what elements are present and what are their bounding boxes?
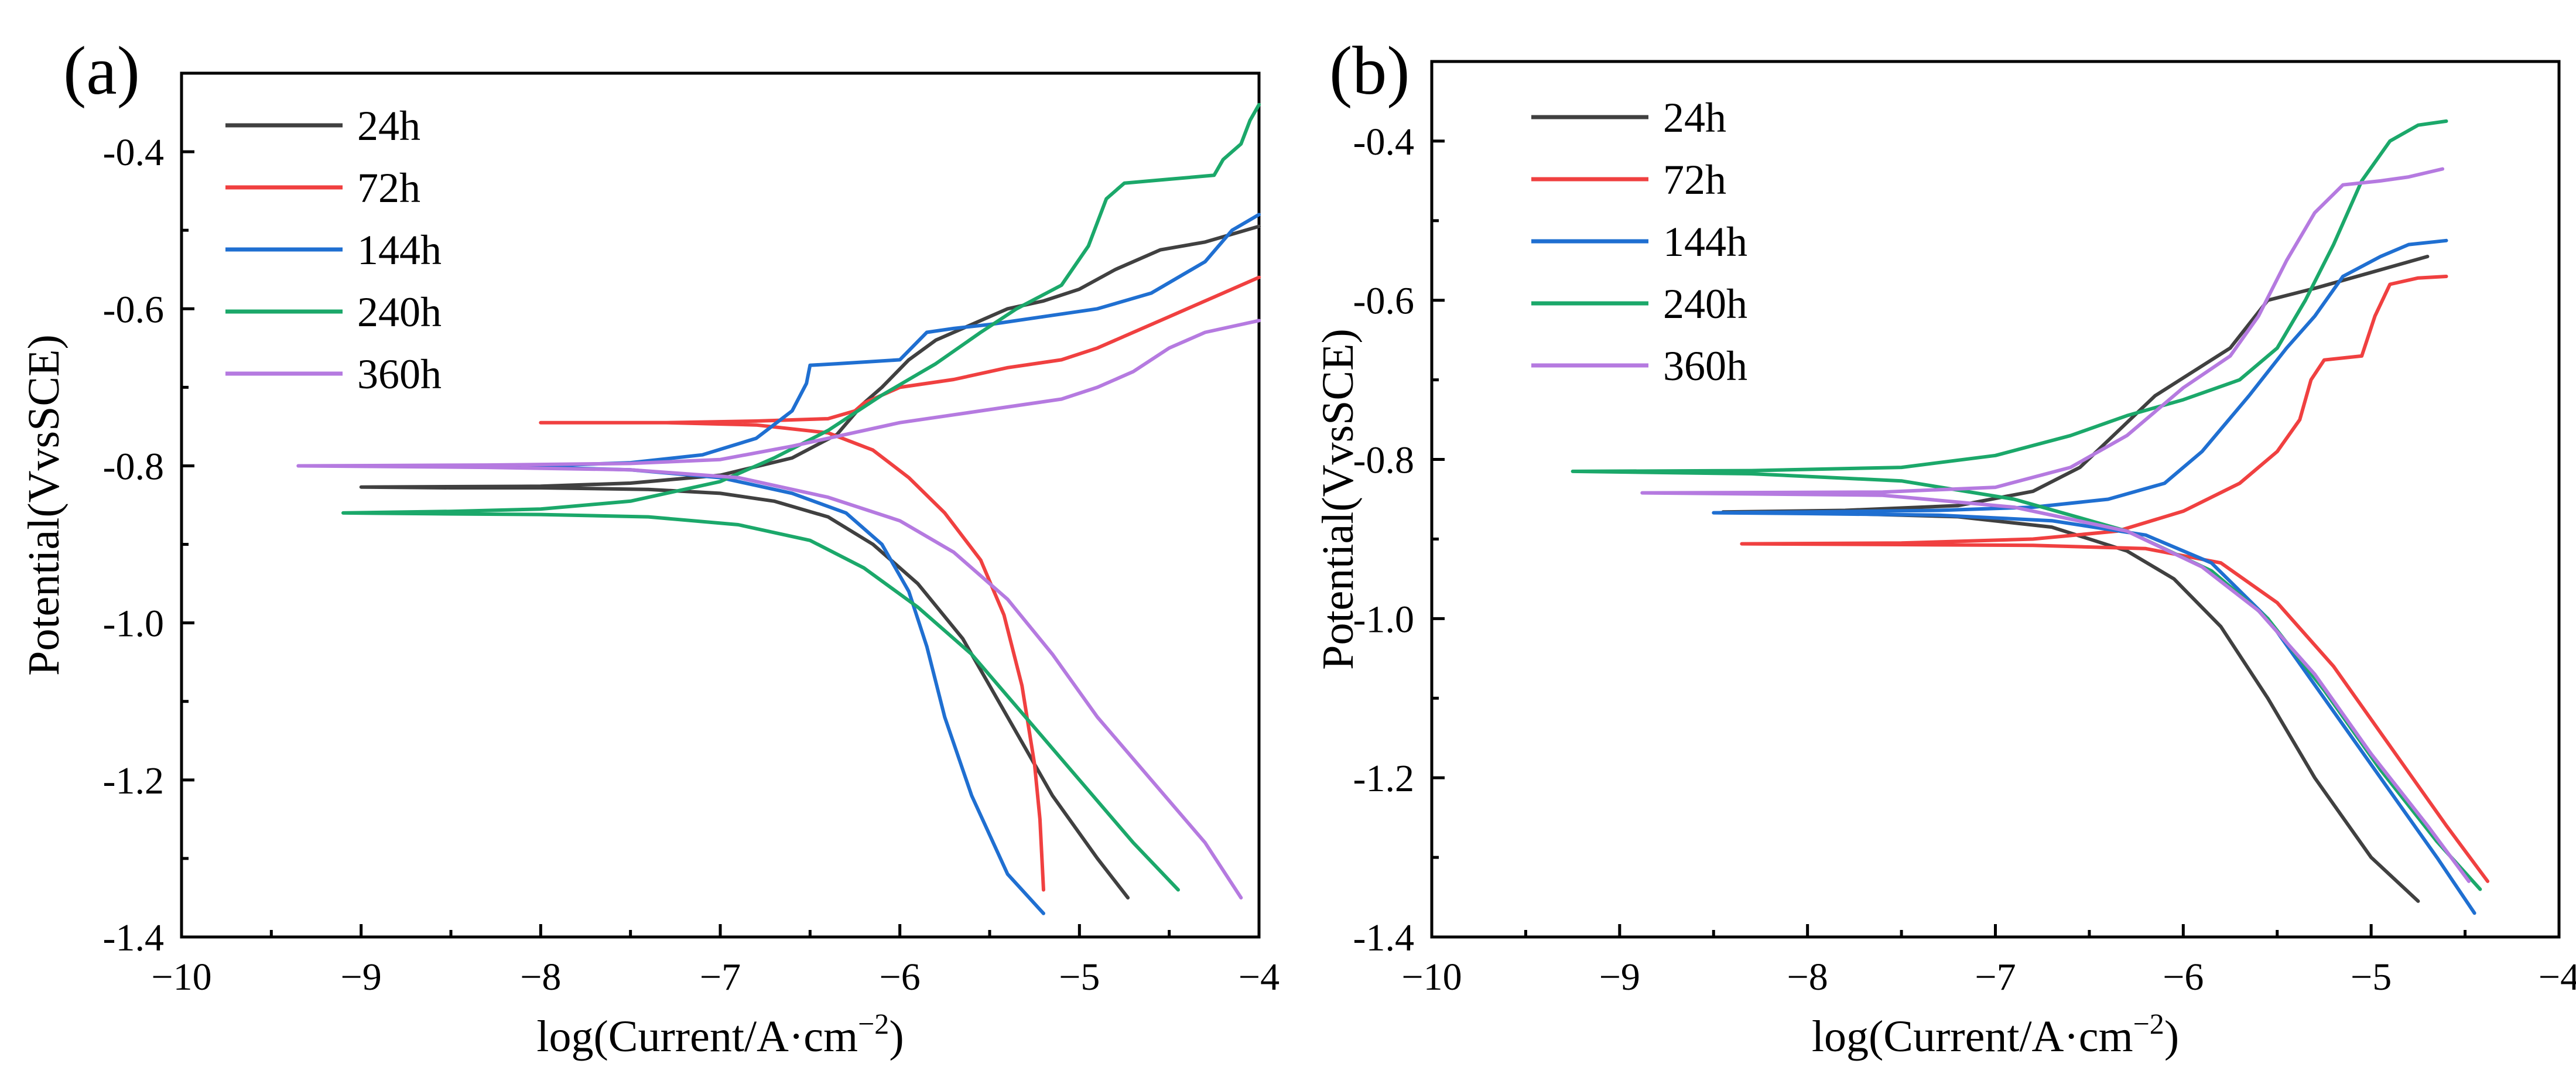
legend-label-72h: 72h xyxy=(1663,156,1726,203)
legend-label-240h: 240h xyxy=(1663,281,1747,327)
x-tick-label: −6 xyxy=(2163,956,2204,998)
y-tick-label: -1.4 xyxy=(1353,916,1414,959)
series-line-24h xyxy=(1721,255,2430,903)
legend-label-24h: 24h xyxy=(1663,94,1726,141)
y-tick-label: -1.0 xyxy=(1353,598,1414,641)
x-axis-title: log(Current/A·cm−2) xyxy=(1812,1007,2179,1061)
series-line-360h xyxy=(296,319,1261,900)
x-tick-label: −4 xyxy=(2539,956,2576,998)
plot-frame xyxy=(180,71,1261,939)
y-tick-label: -1.2 xyxy=(1353,757,1414,800)
panel-label: (b) xyxy=(1329,32,1410,109)
legend-label-24h: 24h xyxy=(357,102,420,149)
series-line-24h xyxy=(359,224,1261,900)
series-line-144h xyxy=(449,213,1261,915)
x-tick-label: −6 xyxy=(880,956,921,998)
y-tick-label: -0.8 xyxy=(1353,439,1414,482)
y-tick-label: -0.4 xyxy=(1353,121,1414,163)
x-tick-label: −9 xyxy=(341,956,382,998)
x-tick-label: −8 xyxy=(1787,956,1828,998)
x-tick-label: −7 xyxy=(1975,956,2016,998)
y-tick-label: -1.2 xyxy=(103,760,164,802)
legend-label-360h: 360h xyxy=(357,351,442,398)
legend-label-240h: 240h xyxy=(357,289,442,336)
x-tick-label: −4 xyxy=(1239,956,1280,998)
x-tick-label: −10 xyxy=(1401,956,1462,998)
y-tick-label: -0.4 xyxy=(103,131,164,174)
y-tick-label: -1.4 xyxy=(103,916,164,959)
y-axis-title: Potential(VvsSCE) xyxy=(1313,329,1363,670)
y-tick-label: -0.6 xyxy=(1353,280,1414,323)
x-tick-label: −5 xyxy=(1059,956,1100,998)
legend-label-144h: 144h xyxy=(1663,218,1747,265)
x-tick-label: −10 xyxy=(151,956,211,998)
y-tick-label: -0.8 xyxy=(103,445,164,488)
legend-label-72h: 72h xyxy=(357,165,420,211)
x-tick-label: −9 xyxy=(1599,956,1640,998)
series-line-360h xyxy=(1640,167,2471,883)
series-line-240h xyxy=(341,102,1261,892)
series-line-72h xyxy=(1740,275,2490,883)
series-line-144h xyxy=(1712,238,2476,915)
panel-b: −10 −9 −8 −7 −6 −5 −4 -1.4 -1.2 -1.0 -0.8 -0.6 -0.4 2… xyxy=(1313,32,2576,1061)
x-tick-label: −5 xyxy=(2351,956,2392,998)
x-tick-label: −7 xyxy=(700,956,741,998)
panel-a: −10 −9 −8 −7 −6 −5 −4 -1.4 -1.2 -1.0 -0.8 -0.6 -0.4 2… xyxy=(19,32,1280,1061)
y-tick-label: -0.6 xyxy=(103,288,164,331)
x-axis-title: log(Current/A·cm−2) xyxy=(536,1007,904,1061)
x-tick-label: −8 xyxy=(520,956,561,998)
y-tick-label: -1.0 xyxy=(103,603,164,645)
legend-label-360h: 360h xyxy=(1663,343,1747,389)
panel-label: (a) xyxy=(63,32,140,109)
y-axis-title: Potential(VvsSCE) xyxy=(19,334,69,676)
legend-label-144h: 144h xyxy=(357,227,442,273)
